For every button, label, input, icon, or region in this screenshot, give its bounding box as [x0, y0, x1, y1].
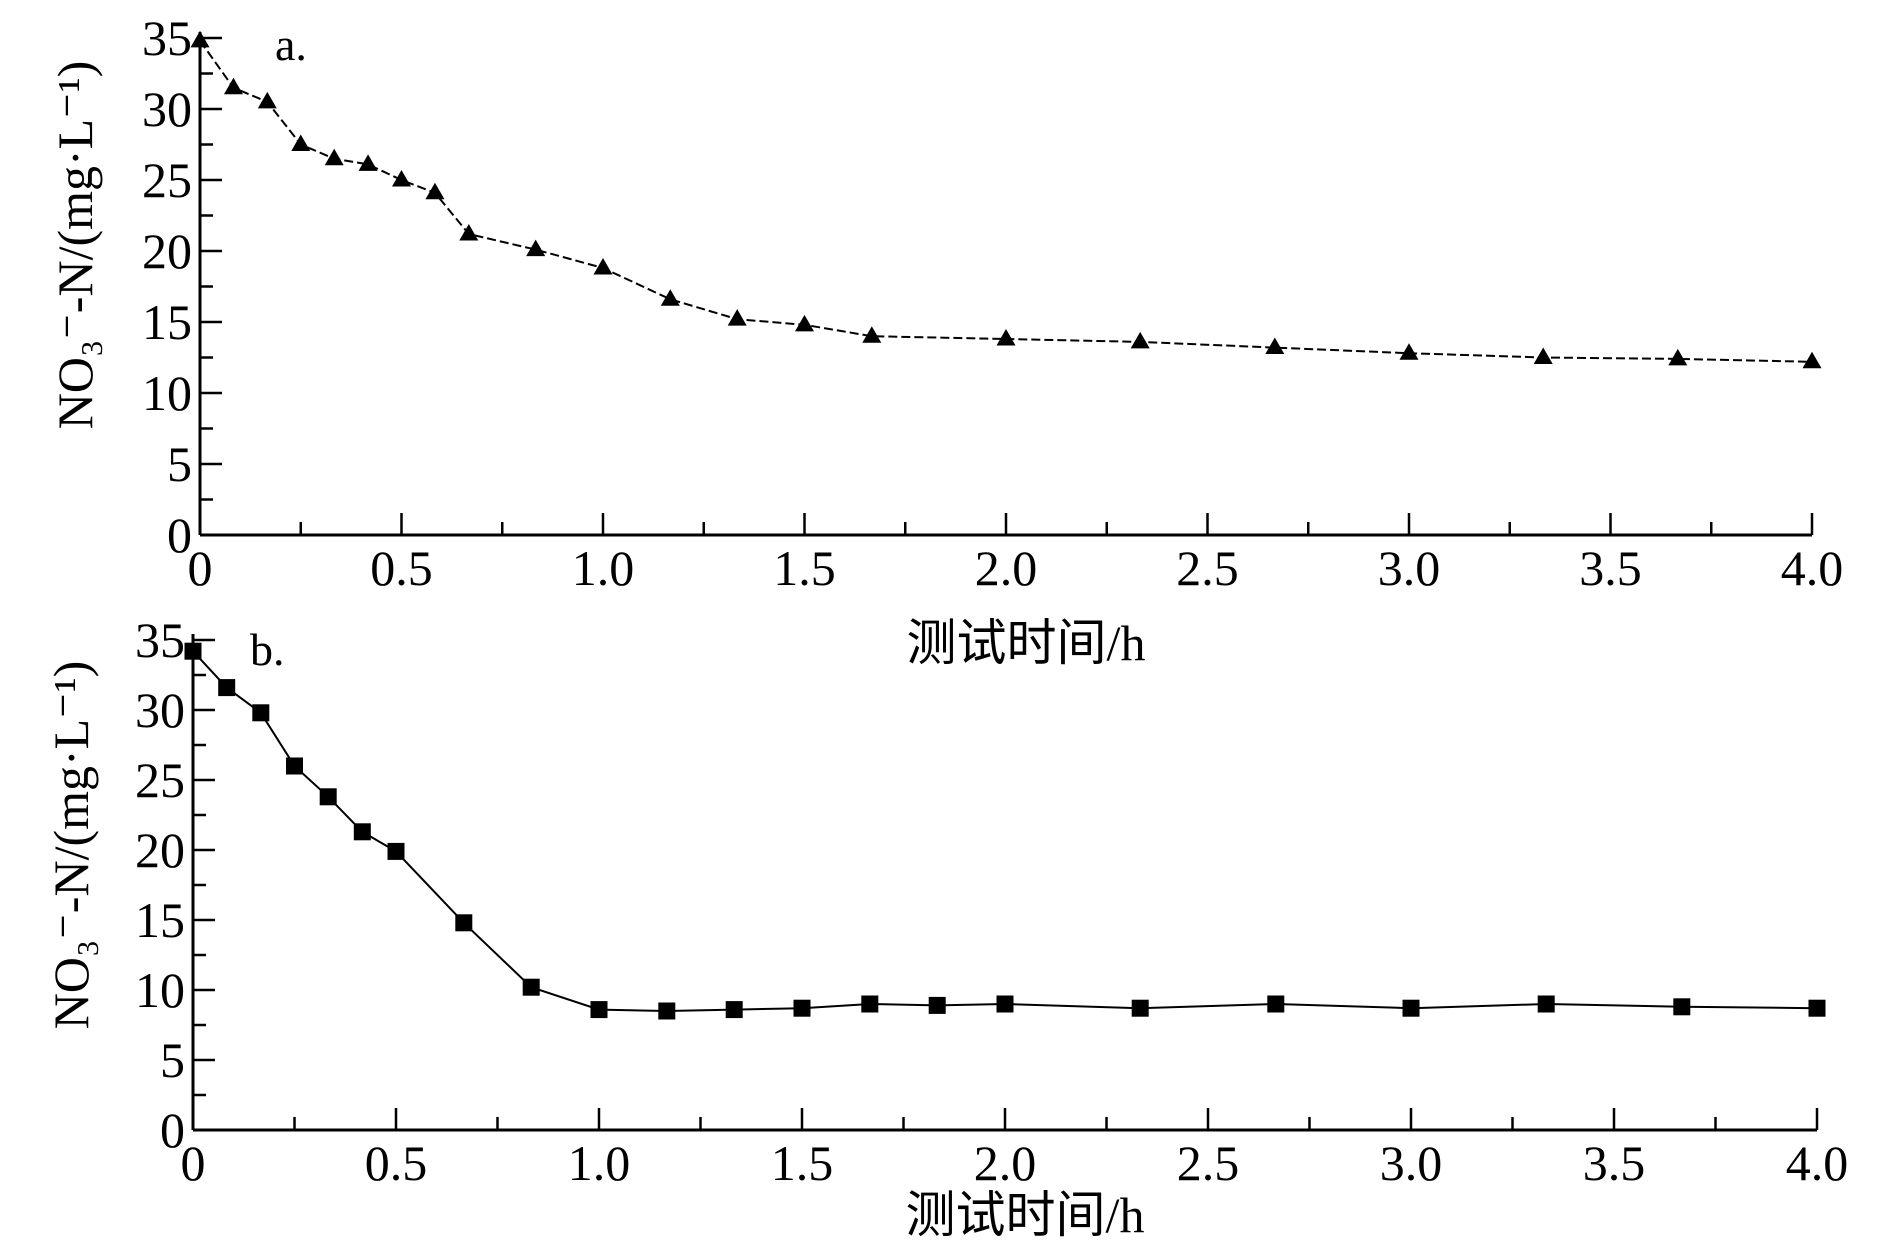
data-point-square	[658, 1002, 676, 1020]
data-point-triangle	[257, 91, 277, 109]
x-tick-label: 2.0	[974, 1135, 1037, 1191]
data-point-square	[1267, 995, 1285, 1013]
y-tick-label: 10	[135, 962, 185, 1018]
data-point-square	[353, 823, 371, 841]
data-point-square	[1808, 999, 1826, 1017]
y-tick-label: 35	[142, 10, 192, 66]
data-point-triangle	[526, 239, 546, 257]
data-point-triangle	[1399, 343, 1419, 360]
data-point-triangle	[1802, 351, 1822, 369]
panel-label: a.	[275, 19, 307, 70]
data-point-square	[218, 679, 236, 697]
data-point-square	[725, 1001, 743, 1019]
x-tick-label: 3.0	[1378, 540, 1441, 596]
data-point-square	[455, 914, 473, 932]
y-tick-label: 25	[142, 152, 192, 208]
chart-panel-b: 0 0.5 1.0 1.5 2.0 2.5 3.0 3.5 4.0 0 5 10 15 20 25 30 35 测…	[43, 612, 1848, 1243]
data-point-square	[522, 978, 540, 996]
y-tick-label: 10	[142, 365, 192, 421]
data-point-square	[590, 1001, 608, 1019]
y-tick-label: 15	[142, 294, 192, 350]
x-axis-title: 测试时间/h	[907, 615, 1146, 671]
data-point-triangle	[324, 148, 344, 166]
data-point-square	[996, 995, 1014, 1013]
data-point-square	[793, 999, 811, 1017]
y-tick-label: 35	[135, 612, 185, 668]
data-point-triangle	[1668, 348, 1688, 366]
y-tick-label: 30	[135, 682, 185, 738]
x-tick-label: 1.5	[773, 540, 836, 596]
y-tick-label: 20	[135, 822, 185, 878]
data-point-square	[252, 704, 270, 722]
series-line	[192, 650, 1818, 1013]
y-tick-label: 20	[142, 223, 192, 279]
x-tick-label: 0.5	[365, 1135, 428, 1191]
data-point-square	[1537, 995, 1555, 1013]
x-tick-label: 1.0	[572, 540, 635, 596]
y-tick-label: 30	[142, 81, 192, 137]
x-tick-label: 0.5	[370, 540, 433, 596]
data-point-triangle	[795, 314, 814, 332]
x-tick-label: 2.5	[1176, 540, 1239, 596]
x-tick-label: 3.5	[1583, 1135, 1646, 1191]
x-tick-label: 1.5	[771, 1135, 834, 1191]
data-point-triangle	[1265, 337, 1285, 355]
x-tick-label: 1.0	[568, 1135, 631, 1191]
y-tick-label: 0	[167, 507, 192, 563]
data-point-square	[928, 996, 946, 1014]
x-tick-label: 0	[188, 540, 213, 596]
x-tick-label: 2.0	[975, 540, 1038, 596]
data-point-triangle	[1533, 347, 1553, 364]
data-point-square	[1402, 999, 1420, 1017]
data-point-square	[861, 995, 879, 1013]
data-point-triangle	[1130, 331, 1150, 349]
x-tick-label: 4.0	[1786, 1135, 1849, 1191]
y-tick-label: 5	[167, 436, 192, 492]
panel-label: b.	[250, 624, 285, 675]
data-point-square	[319, 788, 337, 806]
data-point-square	[1131, 999, 1149, 1017]
x-tick-label: 4.0	[1781, 540, 1844, 596]
data-point-triangle	[862, 326, 882, 343]
data-point-square	[184, 642, 202, 660]
y-axis-title: NO₃⁻-N/(mg·L⁻¹)	[43, 661, 99, 1029]
data-point-triangle	[660, 289, 680, 306]
data-point-square	[286, 757, 303, 775]
data-point-triangle	[996, 329, 1016, 346]
y-tick-label: 15	[135, 892, 185, 948]
x-tick-label: 2.5	[1177, 1135, 1240, 1191]
y-tick-label: 5	[160, 1032, 185, 1088]
chart-panel-a: 0 0.5 1.0 1.5 2.0 2.5 3.0 3.5 4.0 0 5 10 15 20 25 30 35 测…	[47, 10, 1843, 671]
data-point-triangle	[358, 154, 378, 171]
x-tick-label: 0	[181, 1135, 206, 1191]
data-point-triangle	[593, 258, 613, 275]
y-axis-title: NO₃⁻-N/(mg·L⁻¹)	[47, 61, 103, 429]
data-point-square	[1673, 998, 1691, 1016]
y-tick-label: 25	[135, 752, 185, 808]
x-tick-label: 3.0	[1380, 1135, 1443, 1191]
data-point-square	[387, 842, 405, 860]
data-point-triangle	[291, 134, 311, 151]
x-axis-title: 测试时间/h	[906, 1187, 1145, 1243]
y-tick-label: 0	[160, 1102, 185, 1158]
data-point-triangle	[223, 77, 243, 95]
data-point-triangle	[425, 182, 445, 200]
x-tick-label: 3.5	[1579, 540, 1642, 596]
data-point-triangle	[392, 170, 411, 187]
data-point-triangle	[459, 223, 479, 241]
data-point-triangle	[190, 30, 210, 48]
series-line	[199, 40, 1813, 363]
data-point-triangle	[727, 309, 747, 326]
